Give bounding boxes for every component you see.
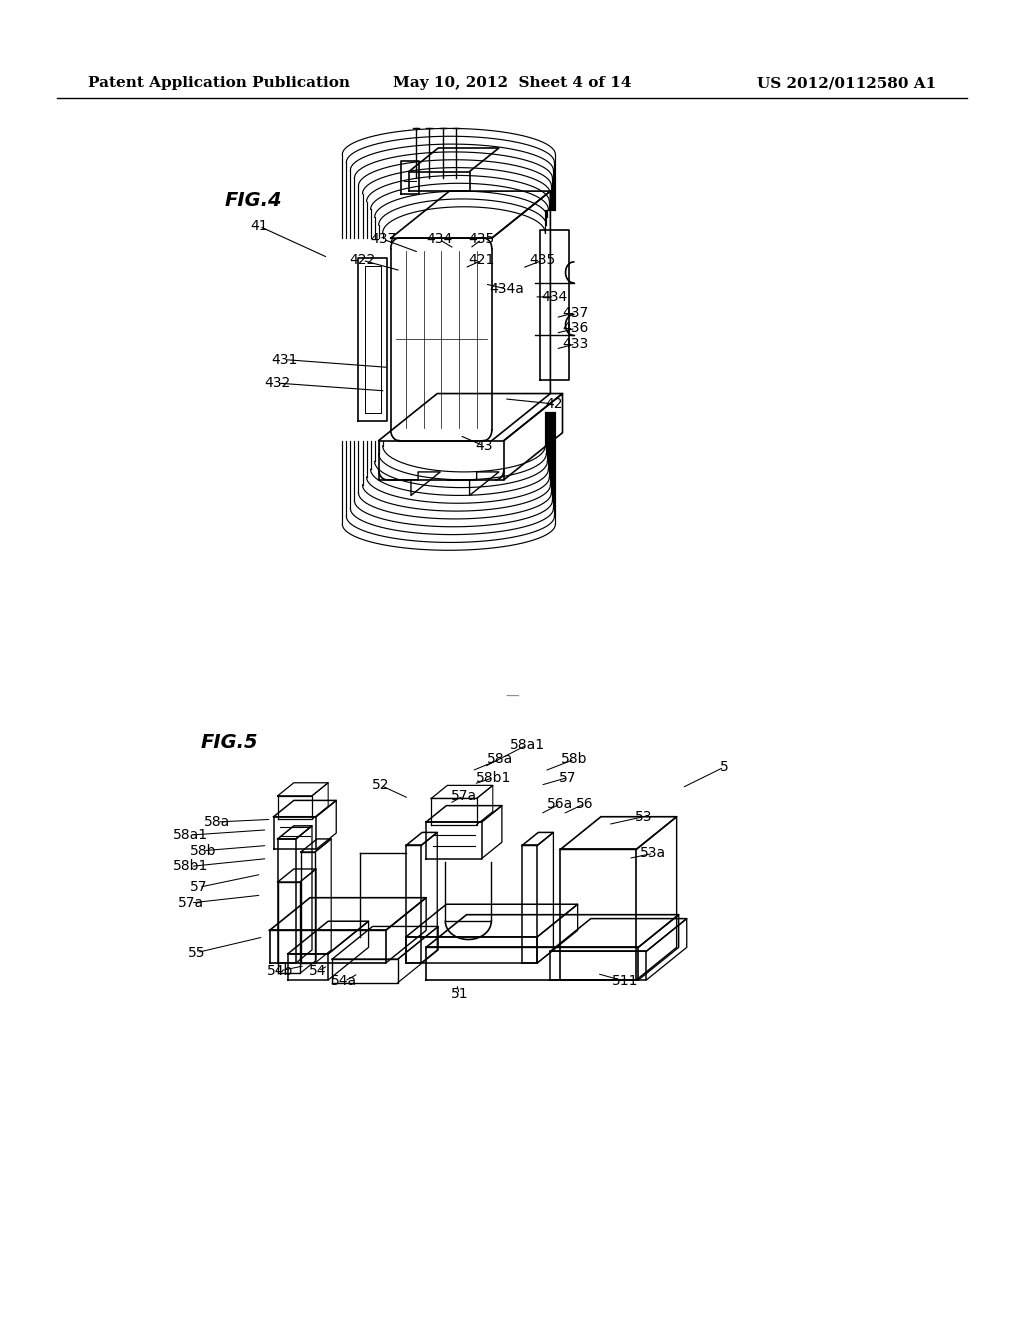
Text: 437: 437 <box>562 305 589 319</box>
Text: US 2012/0112580 A1: US 2012/0112580 A1 <box>757 77 936 90</box>
Text: 42: 42 <box>546 397 563 411</box>
Text: 435: 435 <box>529 253 555 268</box>
Text: 57a: 57a <box>451 789 476 803</box>
Text: 511: 511 <box>612 974 638 989</box>
Text: FIG.4: FIG.4 <box>224 191 282 210</box>
Text: 53a: 53a <box>640 846 667 861</box>
Text: 434a: 434a <box>489 282 524 296</box>
Text: 51: 51 <box>451 987 468 1002</box>
Text: 52: 52 <box>372 779 389 792</box>
Text: 57: 57 <box>190 880 208 894</box>
Text: 434: 434 <box>426 232 453 247</box>
Text: 58a: 58a <box>486 752 513 767</box>
Text: 55: 55 <box>188 945 206 960</box>
Text: 58b1: 58b1 <box>476 771 512 784</box>
Text: 57a: 57a <box>178 896 204 909</box>
Text: 435: 435 <box>469 232 495 247</box>
Text: 41: 41 <box>251 219 268 234</box>
Text: 433: 433 <box>562 337 589 351</box>
Text: 58b1: 58b1 <box>173 859 209 874</box>
Text: 53: 53 <box>635 809 652 824</box>
Text: 56: 56 <box>575 797 594 810</box>
Text: 58b: 58b <box>561 752 588 767</box>
Text: 422: 422 <box>349 253 376 268</box>
Text: 57: 57 <box>559 771 577 784</box>
Text: 437: 437 <box>371 232 397 247</box>
Text: 58b: 58b <box>189 843 216 858</box>
Text: 432: 432 <box>264 376 291 391</box>
Text: 54b: 54b <box>266 964 293 978</box>
Text: 56a: 56a <box>548 797 573 810</box>
Text: 54a: 54a <box>331 974 357 989</box>
Text: 54: 54 <box>309 964 327 978</box>
Text: 43: 43 <box>475 438 493 453</box>
Text: 421: 421 <box>469 253 495 268</box>
Text: 58a: 58a <box>204 814 230 829</box>
Text: 436: 436 <box>562 321 589 335</box>
Text: 58a1: 58a1 <box>173 828 208 842</box>
Text: FIG.5: FIG.5 <box>201 733 258 752</box>
Text: Patent Application Publication: Patent Application Publication <box>88 77 350 90</box>
Text: 434: 434 <box>542 290 567 304</box>
Text: 58a1: 58a1 <box>510 738 545 752</box>
Text: 431: 431 <box>271 352 298 367</box>
Text: May 10, 2012  Sheet 4 of 14: May 10, 2012 Sheet 4 of 14 <box>393 77 631 90</box>
Text: 5: 5 <box>720 760 728 774</box>
Text: —: — <box>505 689 519 704</box>
